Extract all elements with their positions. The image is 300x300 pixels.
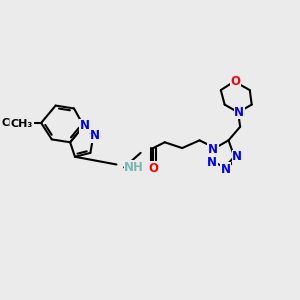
Text: N: N <box>208 142 218 155</box>
Text: NH: NH <box>124 161 144 174</box>
Text: N: N <box>220 163 231 176</box>
Text: N: N <box>232 150 242 163</box>
Text: N: N <box>90 129 100 142</box>
Text: N: N <box>207 156 217 169</box>
Text: CH₃: CH₃ <box>2 118 23 128</box>
Text: O: O <box>230 75 240 88</box>
Text: N: N <box>80 119 90 132</box>
Text: CH₃: CH₃ <box>11 119 33 129</box>
Text: O: O <box>148 162 158 175</box>
Text: N: N <box>234 106 244 119</box>
